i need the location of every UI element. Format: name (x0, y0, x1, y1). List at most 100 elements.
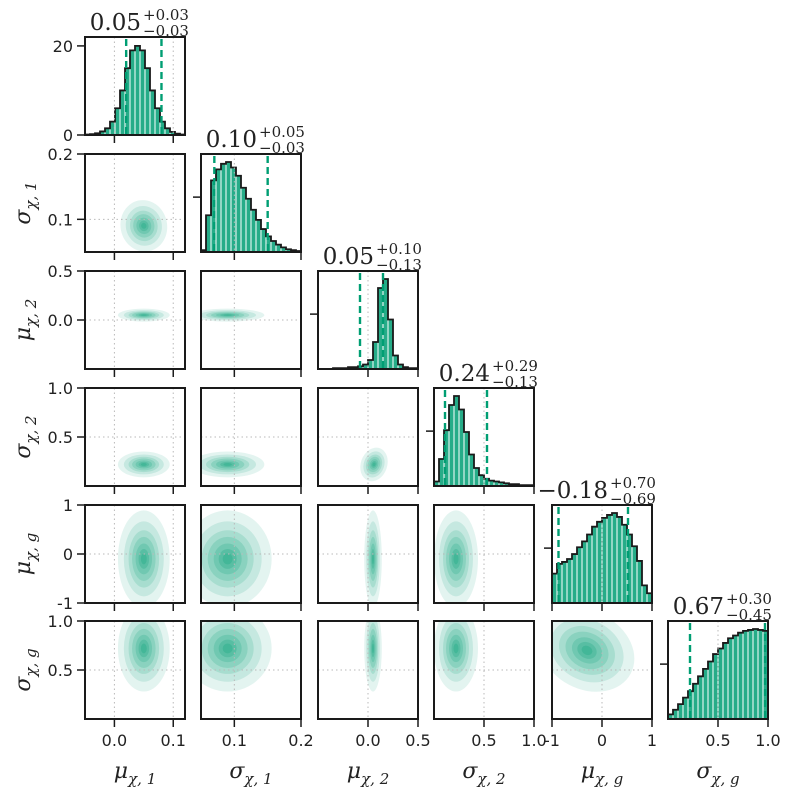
x-axis-label-4: μχ, g (581, 759, 624, 788)
summary-minus-error: −0.45 (726, 606, 772, 624)
joint-panel-4-2 (318, 505, 418, 603)
axis-subscript: χ, 2 (22, 415, 40, 444)
panel-frame-1-0 (77, 153, 186, 260)
y-tick-label: 0.5 (48, 661, 73, 680)
x-tick-label: -1 (544, 731, 560, 750)
density-contour (123, 621, 164, 682)
histogram-title-5: 0.67 +0.30−0.45 (673, 590, 772, 624)
joint-panel-4-0 (85, 505, 185, 603)
density-contour (201, 308, 265, 322)
y-axis-label: σχ, 1 (11, 181, 40, 224)
panel-frame-3-0 (77, 387, 186, 494)
density-contour (117, 510, 170, 603)
y-tick-label: 0.2 (48, 145, 73, 164)
density-contour (443, 622, 469, 674)
density-contour (128, 530, 160, 588)
panel-frame-3-3 (426, 387, 535, 494)
axis-symbol: μ (11, 327, 36, 341)
density-contour (370, 543, 376, 575)
density-contour (451, 548, 461, 569)
density-contour (120, 200, 168, 252)
panel-frame-5-4 (551, 620, 653, 727)
density-contour (446, 536, 466, 581)
x-tick-label: 0.1 (161, 731, 186, 750)
summary-plus-error: +0.05 (259, 123, 305, 141)
x-axis-label-5: σχ, g (696, 759, 739, 788)
density-contour (128, 622, 160, 674)
density-contour (223, 314, 232, 316)
histogram-outline (84, 45, 186, 136)
density-contour (443, 530, 469, 588)
y-tick-label: 1 (63, 496, 73, 515)
histogram-bar (747, 629, 754, 720)
axis-subscript: χ, 1 (127, 770, 156, 788)
summary-minus-error: −0.13 (492, 373, 538, 391)
histogram-title-0: 0.05 +0.03−0.03 (90, 6, 189, 40)
density-contour (371, 639, 375, 658)
histogram-title-1: 0.10 +0.05−0.03 (206, 123, 305, 157)
histogram-panel-2 (318, 271, 419, 370)
density-contour (439, 621, 473, 682)
density-contour (218, 548, 237, 569)
density-contour (123, 454, 164, 475)
density-contour (434, 510, 478, 603)
density-contour (201, 521, 262, 597)
x-tick-label: 0 (597, 731, 607, 750)
y-tick-label: 20 (53, 37, 73, 56)
density-contour (366, 621, 380, 682)
x-tick-label: 0.5 (471, 731, 496, 750)
axis-symbol: μ (581, 759, 595, 784)
histogram-bar (616, 516, 623, 604)
histogram-bar (722, 642, 729, 720)
density-contour (449, 543, 463, 575)
histogram-panel-0 (84, 37, 186, 136)
density-contour (565, 631, 609, 670)
density-contour (135, 634, 153, 663)
histogram-panel-4 (551, 505, 653, 604)
histogram-bar (591, 526, 598, 604)
panel-frame-0-0 (77, 36, 186, 143)
density-contour (213, 634, 242, 663)
histogram-panel-5 (667, 621, 769, 720)
density-contour (123, 521, 164, 597)
x-tick-label: 0.1 (222, 731, 247, 750)
histogram-title-4: −0.18 +0.70−0.69 (538, 474, 656, 508)
histogram-bar (134, 45, 141, 136)
density-contour (123, 310, 164, 321)
summary-plus-error: +0.03 (143, 6, 189, 24)
y-tick-label: 0.0 (48, 311, 73, 330)
summary-median: 0.67 (673, 594, 724, 620)
panel-frame-4-3 (433, 504, 535, 611)
histogram-bar (220, 163, 227, 253)
summary-median: −0.18 (538, 478, 608, 504)
panel-border (200, 153, 302, 253)
joint-panel-4-3 (434, 505, 534, 603)
histogram-outline (433, 395, 535, 486)
density-contour (360, 447, 388, 482)
y-axis-label-3: σχ, 2 (11, 415, 40, 458)
density-contour (216, 313, 240, 318)
joint-panel-1-0 (85, 154, 185, 252)
summary-minus-error: −0.03 (143, 22, 189, 40)
x-tick-label: 1.0 (521, 731, 546, 750)
density-contour (138, 313, 150, 317)
density-contour (139, 220, 149, 232)
density-contour (372, 462, 376, 467)
density-contour (201, 622, 254, 674)
density-contour (129, 210, 158, 242)
axis-subscript: χ, g (22, 533, 40, 562)
panel-frame-4-0 (77, 504, 186, 611)
panel-frame-5-0 (77, 620, 186, 727)
x-tick-label: 1 (647, 731, 657, 750)
x-axis-label-2: μχ, 2 (347, 759, 389, 788)
histogram-bar (707, 660, 714, 720)
density-contour (125, 205, 162, 246)
joint-panel-5-2 (318, 621, 418, 719)
density-contour (571, 637, 603, 664)
summary-plus-error: +0.10 (376, 240, 422, 258)
histogram-bar (225, 161, 232, 253)
axis-symbol: σ (11, 676, 36, 692)
density-contour (453, 643, 459, 654)
x-axis-label-0: μχ, 1 (114, 759, 156, 788)
histogram-bar (561, 561, 568, 604)
